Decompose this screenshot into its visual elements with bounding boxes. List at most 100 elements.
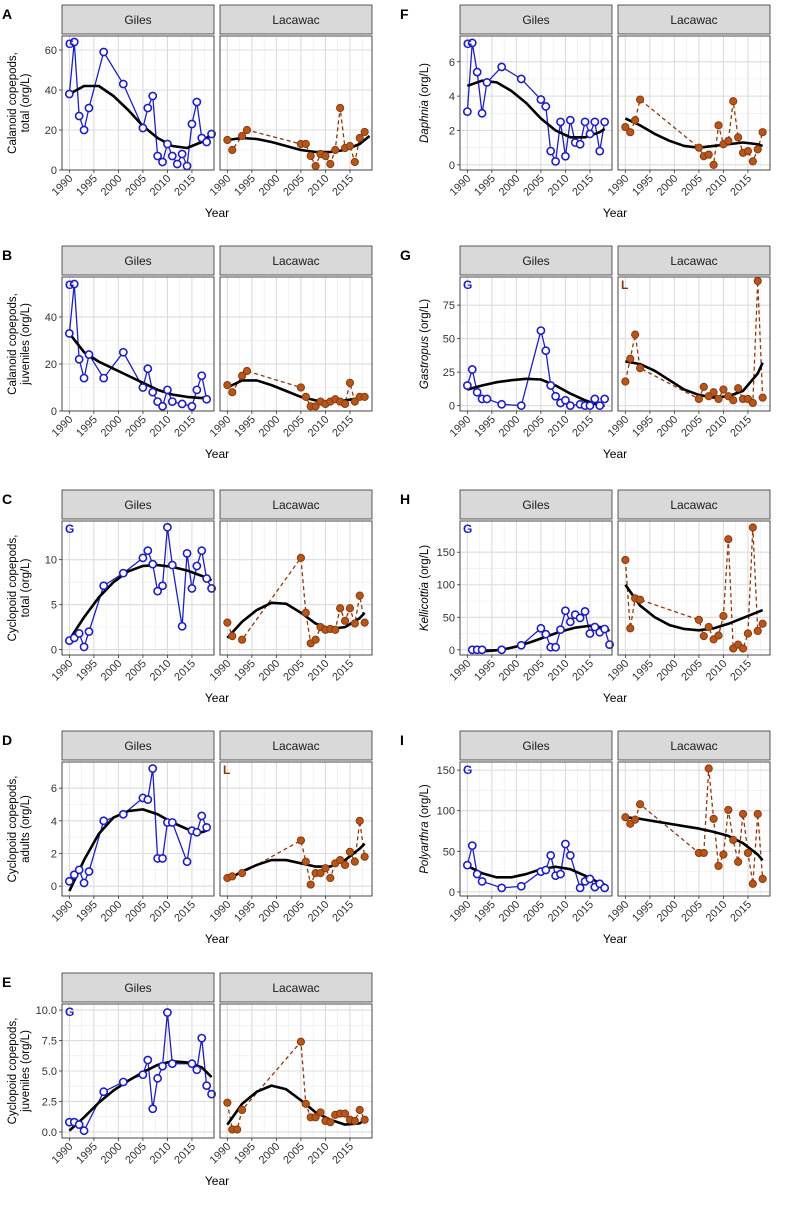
data-point [714,394,723,404]
significance-marker: G [463,763,472,777]
significance-marker: G [463,522,472,536]
smooth-trend-line [226,601,366,639]
data-point [187,119,197,129]
y-tick-label: 50 [443,846,455,858]
data-point [621,555,630,565]
facet-strip [219,489,373,520]
y-tick-label: 0 [51,406,57,418]
x-tick-label: 2000 [655,414,681,440]
smooth-trend-line [68,332,207,400]
facet-strip-title: Lacawac [272,981,319,995]
data-point [704,764,713,773]
data-point [709,388,718,397]
data-point [699,848,708,858]
data-point [99,581,109,591]
data-point [74,111,84,121]
x-tick-label: 1995 [630,658,656,684]
data-point [192,827,202,837]
y-tick-label: 0 [449,645,455,657]
x-axis-title: Year [205,447,229,461]
facet-strip [459,489,613,520]
facet-strip [61,4,215,35]
data-point [621,122,630,132]
y-tick-label: 0 [449,160,455,172]
data-point [355,816,364,825]
x-tick-label: 2005 [521,173,547,199]
data-point [724,136,733,145]
data-point [148,91,158,101]
x-tick-label: 2000 [655,658,681,684]
data-point [585,401,595,411]
facet-strip [459,245,613,276]
data-point [326,1118,335,1127]
y-tick-label: 2.5 [42,1096,57,1108]
data-point [734,857,743,866]
data-point [360,852,369,861]
y-tick-label: 5 [51,600,57,612]
y-tick-label: 60 [45,45,57,57]
facet-strip-title: Giles [522,739,549,753]
x-tick-label: 2010 [546,173,572,199]
y-tick-label: 4 [51,816,57,828]
facet-strip-title: Giles [124,13,151,27]
x-tick-label: 2015 [728,173,754,199]
panel-border [617,761,771,897]
panel-border [617,276,771,412]
facet-strip [219,245,373,276]
facet-strip-title: Lacawac [670,498,717,512]
x-tick-label: 2000 [655,173,681,199]
x-tick-label: 2000 [257,899,283,925]
data-point [585,874,595,884]
data-point [561,395,570,405]
data-point [192,1065,202,1075]
data-point [719,850,728,859]
facet-strip [61,489,215,520]
data-point [631,330,640,339]
x-tick-label: 2015 [330,173,356,199]
data-point [223,381,232,390]
panel-border [219,1003,373,1139]
data-point [621,813,630,822]
data-point [340,860,350,870]
x-tick-label: 1990 [208,1141,234,1167]
facet-strip [61,245,215,276]
facet-strip-title: Giles [522,498,549,512]
x-tick-label: 2010 [306,414,332,440]
smooth-trend-line [226,379,365,403]
x-tick-label: 2000 [497,414,523,440]
y-tick-label: 50 [443,334,455,346]
data-point [79,1126,89,1136]
x-tick-label: 1995 [472,899,498,925]
x-tick-label: 2005 [521,658,547,684]
data-point [600,624,610,634]
data-point [462,107,472,116]
data-point [118,809,128,819]
x-tick-label: 1990 [208,658,234,684]
data-point [729,396,738,405]
panel-border [61,276,215,412]
data-point [331,145,340,155]
data-point [605,640,614,649]
data-point [758,874,767,884]
data-point [497,645,507,655]
data-point [64,329,74,338]
data-point [228,632,237,641]
data-point [575,139,585,149]
data-point [148,559,158,569]
data-point [336,103,345,113]
data-point [743,147,753,156]
data-point [99,816,109,826]
x-tick-label: 1995 [74,1141,100,1167]
y-tick-label: 40 [45,85,57,97]
data-point [153,151,163,161]
x-tick-label: 2010 [148,658,174,684]
